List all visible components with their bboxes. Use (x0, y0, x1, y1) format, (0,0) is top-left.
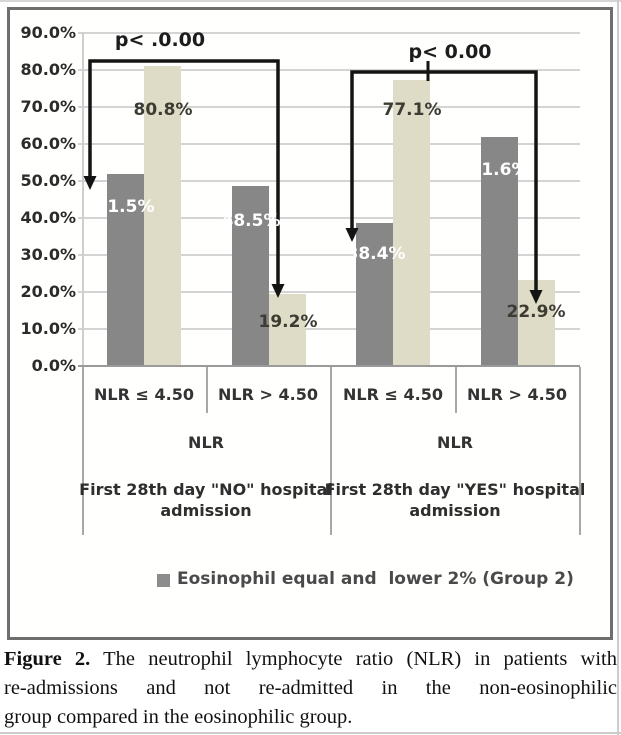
p-value-annotation-left: p< .0.00 (114, 29, 206, 51)
category-label: NLR ≤ 4.50 (343, 385, 443, 404)
gridline-80 (78, 69, 580, 71)
caption-line-2: re-admissions and not re-admitted in the… (4, 677, 617, 699)
axis-subcategory-divider (455, 367, 457, 413)
caption-line-3: group compared in the eosinophilic group… (4, 706, 353, 728)
page-edge-top (0, 0, 621, 2)
y-axis-line (82, 32, 84, 365)
y-tick-label: 40.0% (20, 208, 76, 227)
legend-label: Eosinophil equal and lower 2% (Group 2) (177, 569, 574, 589)
group-title-yes: First 28th day "YES" hospital admission (305, 479, 605, 521)
bar-value-label: 22.9% (506, 302, 566, 322)
y-tick-label: 0.0% (31, 356, 76, 375)
group-axis-label: NLR (188, 433, 224, 452)
bar-value-label: 77.1% (382, 100, 442, 120)
group-title-no: First 28th day "NO" hospital admission (56, 479, 356, 521)
group-title-line: admission (160, 501, 252, 520)
axis-frame-group-divider (330, 367, 332, 535)
plot-area (82, 32, 580, 365)
category-label: NLR ≤ 4.50 (94, 385, 194, 404)
caption-figure-label: Figure 2. (4, 648, 91, 670)
bar-value-label: 80.8% (133, 100, 193, 120)
gridline-50 (78, 180, 580, 182)
group-title-line: First 28th day "YES" hospital (324, 480, 586, 499)
axis-subcategory-divider (206, 367, 208, 413)
y-tick-label: 20.0% (20, 282, 76, 301)
bar-value-label: 51.5% (95, 197, 155, 217)
y-tick-label: 70.0% (20, 97, 76, 116)
gridline-10 (78, 328, 580, 330)
axis-frame-right (579, 367, 581, 535)
bar-beige-yes-nlr-gt450 (518, 280, 555, 365)
bar-value-label: 61.6% (469, 160, 529, 180)
p-value-annotation-right: p< 0.00 (408, 41, 492, 63)
caption-text: The neutrophil lymphocyte ratio (NLR) in… (103, 648, 617, 670)
y-tick-label: 90.0% (20, 23, 76, 42)
gridline-30 (78, 254, 580, 256)
y-tick-label: 30.0% (20, 245, 76, 264)
y-tick-label: 50.0% (20, 171, 76, 190)
gridline-20 (78, 291, 580, 293)
bar-value-label: 19.2% (258, 312, 318, 332)
caption-line-1: Figure 2. The neutrophil lymphocyte rati… (4, 645, 617, 674)
legend-marker-gray-icon (157, 574, 170, 587)
group-title-line: admission (409, 501, 501, 520)
bar-value-label: 38.4% (346, 244, 406, 264)
gridline-90 (78, 32, 580, 34)
group-axis-label: NLR (437, 433, 473, 452)
gridline-70 (78, 106, 580, 108)
category-label: NLR > 4.50 (467, 385, 567, 404)
category-label: NLR > 4.50 (218, 385, 318, 404)
y-tick-label: 10.0% (20, 319, 76, 338)
gridline-60 (78, 143, 580, 145)
bar-beige-no-nlr-gt450 (269, 294, 306, 365)
figure-caption: Figure 2. The neutrophil lymphocyte rati… (4, 645, 617, 732)
x-axis-line (78, 365, 580, 367)
page-edge-bottom (0, 732, 621, 734)
page-edge-right (617, 0, 619, 735)
group-title-line: First 28th day "NO" hospital (79, 480, 333, 499)
bar-beige-yes-nlr-le450 (393, 79, 430, 365)
gridline-40 (78, 217, 580, 219)
axis-frame-left (82, 367, 84, 535)
y-tick-label: 80.0% (20, 60, 76, 79)
y-tick-label: 60.0% (20, 134, 76, 153)
bar-value-label: 48.5% (221, 211, 281, 231)
